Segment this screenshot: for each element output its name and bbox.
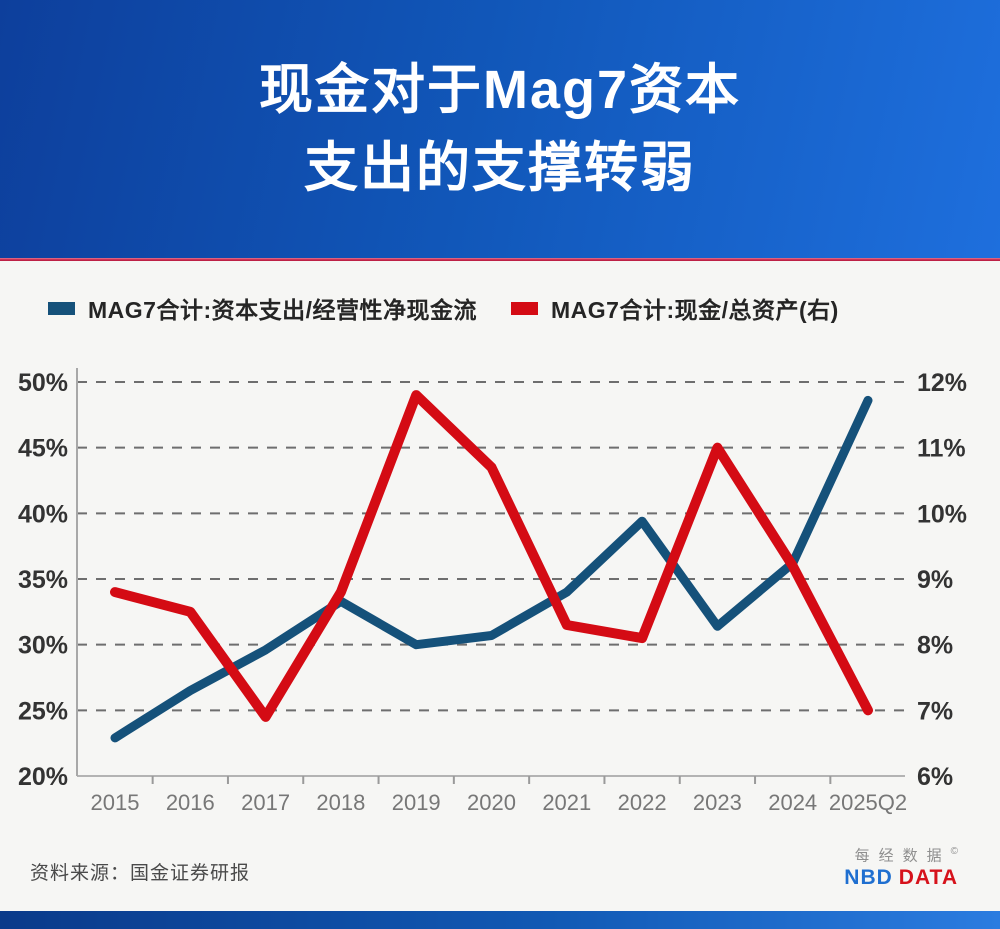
x-axis-tick-label: 2021: [542, 790, 591, 815]
copyright-icon: ©: [950, 846, 958, 857]
x-axis-tick-label: 2024: [768, 790, 817, 815]
right-axis-tick-label: 12%: [917, 369, 967, 397]
x-axis-tick-label: 2022: [618, 790, 667, 815]
left-axis-tick-label: 35%: [18, 566, 68, 594]
logo-nbd-text: NBD: [844, 865, 893, 889]
right-axis-tick-label: 6%: [917, 763, 953, 791]
right-axis-tick-label: 11%: [917, 435, 966, 463]
left-axis-tick-label: 45%: [18, 435, 68, 463]
x-axis-tick-label: 2017: [241, 790, 290, 815]
chart-legend: MAG7合计:资本支出/经营性净现金流 MAG7合计:现金/总资产(右): [48, 291, 839, 325]
legend-label-cash: MAG7合计:现金/总资产(右): [551, 297, 839, 323]
x-axis-tick-label: 2025Q2: [829, 790, 907, 815]
left-axis-tick-label: 25%: [18, 697, 68, 725]
header-red-divider: [0, 258, 1000, 261]
left-axis-tick-label: 50%: [18, 369, 68, 397]
x-axis-tick-label: 2019: [392, 790, 441, 815]
logo-chinese-text: 每经数据: [854, 847, 951, 865]
header-banner: 现金对于Mag7资本 支出的支撑转弱: [0, 0, 1000, 258]
x-axis-tick-label: 2015: [91, 790, 140, 815]
line-chart: 50% 45% 40% 35% 30% 25% 20% 12% 11% 10% 9% 8% 7% 6% 20…: [0, 360, 1000, 815]
right-axis-tick-label: 8%: [917, 632, 953, 660]
page-title-line1: 现金对于Mag7资本: [258, 60, 742, 120]
legend-swatch-red-icon: [511, 301, 538, 315]
source-note: 资料来源：国金证券研报: [30, 863, 251, 884]
x-axis-tick-label: 2023: [693, 790, 742, 815]
series-line-red: [110, 390, 873, 722]
legend-swatch-blue-icon: [48, 301, 75, 315]
line-chart-svg: 50% 45% 40% 35% 30% 25% 20% 12% 11% 10% 9% 8% 7% 6% 20…: [18, 368, 967, 815]
left-axis-tick-label: 30%: [18, 632, 68, 660]
nbd-data-logo: 每经数据© NBD DATA: [844, 846, 958, 890]
page-title-line2: 支出的支撑转弱: [304, 138, 696, 198]
legend-label-capex: MAG7合计:资本支出/经营性净现金流: [88, 297, 477, 323]
x-axis-tick-label: 2018: [316, 790, 365, 815]
legend-item-cash: MAG7合计:现金/总资产(右): [511, 291, 839, 325]
right-axis-tick-label: 7%: [917, 697, 953, 725]
x-axis-tick-label: 2020: [467, 790, 516, 815]
right-axis-tick-label: 10%: [917, 500, 967, 528]
x-axis-tick-label: 2016: [166, 790, 215, 815]
right-axis-tick-label: 9%: [917, 566, 953, 594]
left-axis-tick-label: 20%: [18, 763, 68, 791]
bottom-bar: [0, 911, 1000, 929]
series-line-blue: [110, 395, 873, 743]
legend-item-capex: MAG7合计:资本支出/经营性净现金流: [48, 291, 477, 325]
left-axis-tick-label: 40%: [18, 500, 68, 528]
logo-data-text: DATA: [898, 865, 958, 889]
